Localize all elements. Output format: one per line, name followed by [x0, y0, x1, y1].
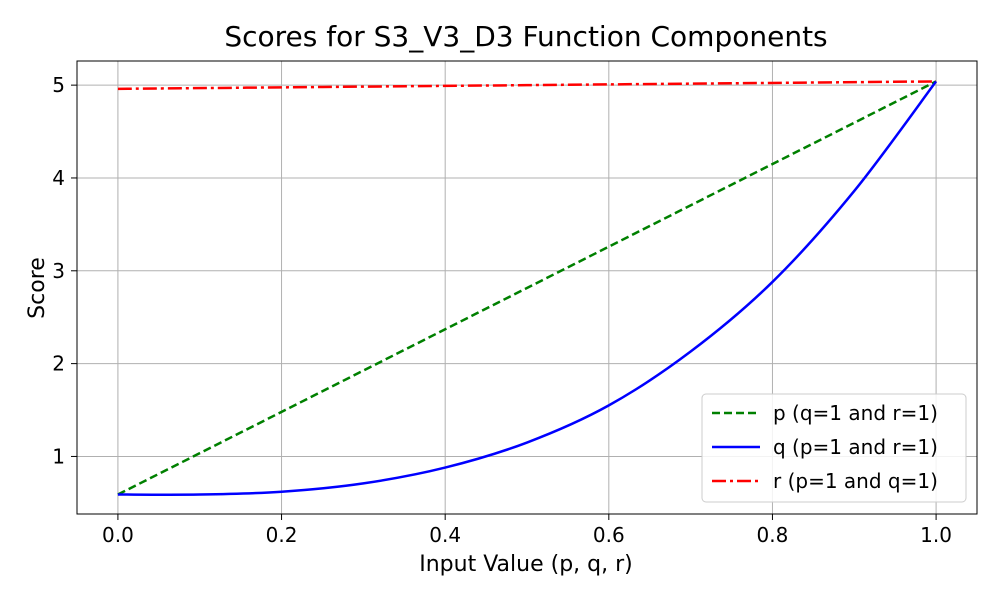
x-tick-label: 0.8	[757, 523, 789, 547]
series-line-2	[117, 80, 938, 496]
plot-frame	[76, 60, 978, 515]
legend: p (q=1 and r=1) q (p=1 and r=1) r (p=1 and…	[701, 393, 967, 503]
x-tick-label: 0.0	[102, 523, 134, 547]
series-group	[117, 80, 938, 496]
y-tick-label: 5	[52, 73, 65, 97]
x-axis-ticks: 0.0 0.2 0.4 0.6 0.8 1.0	[102, 514, 952, 547]
y-axis-label: Score	[25, 257, 50, 319]
x-axis-label: Input Value (p, q, r)	[419, 552, 632, 577]
x-tick-label: 0.6	[593, 523, 625, 547]
chart-title: Scores for S3_V3_D3 Function Components	[224, 20, 827, 53]
y-tick-label: 1	[52, 444, 65, 468]
legend-label-1: p (q=1 and r=1)	[773, 401, 938, 425]
y-tick-label: 3	[52, 259, 65, 283]
grid	[77, 61, 977, 514]
y-tick-label: 2	[52, 352, 65, 376]
legend-label-2: q (p=1 and r=1)	[773, 435, 938, 459]
y-axis-ticks: 1 2 3 4 5	[52, 73, 77, 468]
y-tick-label: 4	[52, 166, 65, 190]
legend-box	[701, 393, 967, 503]
series-line-1	[117, 80, 937, 496]
x-tick-label: 0.4	[429, 523, 461, 547]
series-line-3	[117, 80, 937, 91]
x-tick-label: 1.0	[920, 523, 952, 547]
legend-label-3: r (p=1 and q=1)	[773, 469, 938, 493]
x-tick-label: 0.2	[266, 523, 298, 547]
